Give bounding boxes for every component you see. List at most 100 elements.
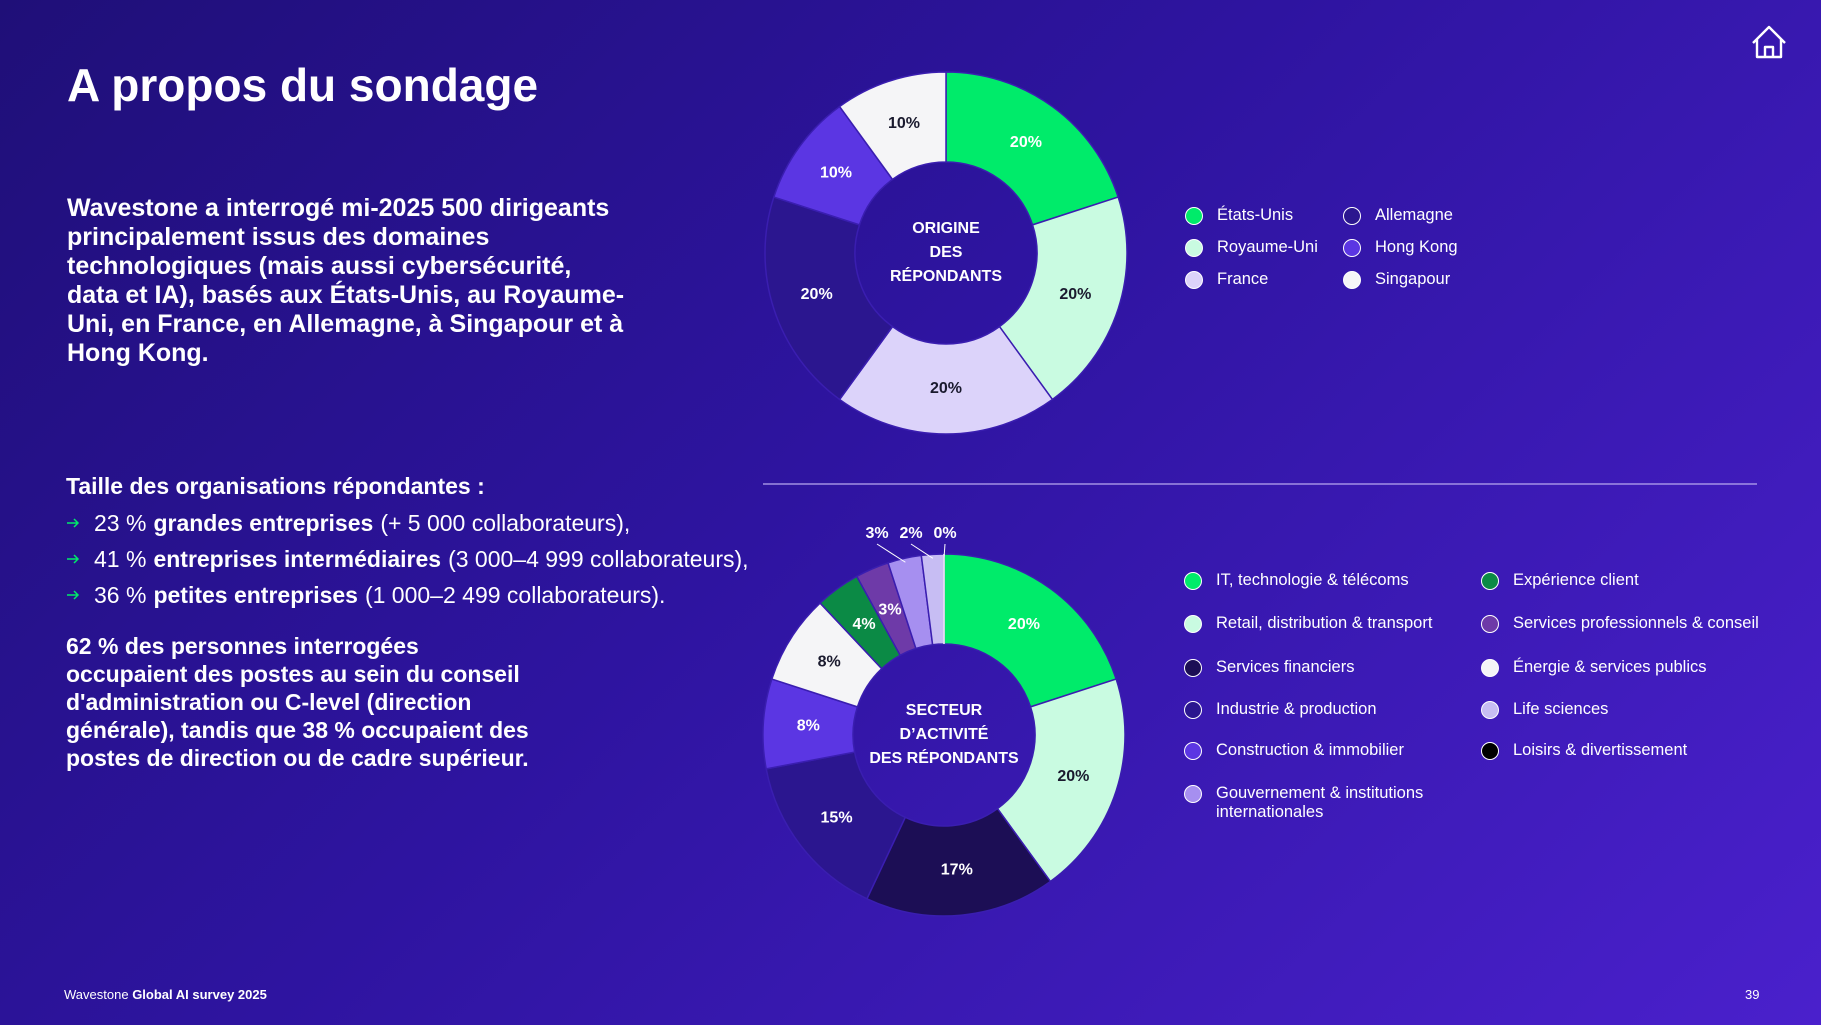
legend-swatch [1481, 701, 1499, 719]
slice [865, 807, 1052, 917]
legend-label: Services professionnels & conseil [1513, 614, 1759, 632]
slice-label: 2% [899, 525, 922, 542]
legend-label: Expérience client [1513, 571, 1639, 589]
footer: Wavestone Global AI survey 2025 [64, 987, 267, 1002]
legend-swatch [1184, 785, 1202, 803]
slice-label: 20% [1010, 134, 1042, 151]
legend-swatch [1481, 659, 1499, 677]
slice-label: 3% [865, 525, 888, 542]
leader-line [943, 543, 946, 559]
center-label: ORIGINE [912, 220, 980, 237]
leader-line [910, 543, 934, 559]
legend-swatch [1184, 659, 1202, 677]
slice [996, 678, 1126, 883]
legend-item: Life sciences [1481, 700, 1773, 719]
size-type: entreprises intermédiaires [153, 545, 442, 572]
legend-label: Services financiers [1216, 658, 1355, 676]
legend-item: Singapour [1343, 270, 1635, 289]
legend-item: Industrie & production [1184, 700, 1476, 719]
legend-item: Gouvernement & institutions internationa… [1184, 784, 1476, 822]
roles-text: 62 % des personnes interrogées occupaien… [66, 633, 529, 771]
home-icon[interactable] [1752, 25, 1786, 59]
slice-label: 20% [1008, 616, 1040, 633]
legend-swatch [1481, 572, 1499, 590]
title: A propos du sondage [67, 59, 539, 111]
slice [764, 196, 894, 401]
footer-brand: Wavestone [64, 987, 129, 1002]
size-type: grandes entreprises [153, 509, 374, 536]
legend-label: France [1217, 270, 1269, 288]
legend-item: Services professionnels & conseil [1481, 614, 1773, 633]
legend-item: Expérience client [1481, 571, 1773, 590]
legend-swatch [1185, 207, 1203, 225]
legend-label: Énergie & services publics [1513, 658, 1707, 676]
slice-label: 8% [797, 718, 820, 735]
legend-label: Loisirs & divertissement [1513, 741, 1688, 759]
legend-swatch [1184, 701, 1202, 719]
legend-swatch [1343, 239, 1361, 257]
size-share: 36 % [94, 581, 147, 608]
size-share: 23 % [94, 509, 147, 536]
legend-item: Hong Kong [1343, 238, 1635, 257]
center-label: DES [930, 244, 963, 261]
slice-label: 20% [930, 380, 962, 397]
slice-label: 0% [933, 525, 956, 542]
legend-item: France [1185, 270, 1477, 289]
legend-item: Royaume-Uni [1185, 238, 1477, 257]
legend-item: Construction & immobilier [1184, 741, 1476, 760]
slice [765, 751, 907, 900]
legend-label: Royaume-Uni [1217, 238, 1318, 256]
page-number: 39 [1745, 987, 1760, 1002]
bullet-arrow [67, 554, 80, 564]
size-detail: (1 000–2 499 collaborateurs). [364, 581, 666, 608]
slice-label: 3% [878, 601, 901, 618]
legend-label: Allemagne [1375, 206, 1453, 224]
slice-label: 15% [821, 810, 853, 827]
center-label: SECTEUR [906, 702, 983, 719]
center-label: DES RÉPONDANTS [869, 748, 1019, 767]
slice-label: 17% [941, 862, 973, 879]
slice [945, 71, 1120, 226]
legend-item: Allemagne [1343, 206, 1635, 225]
legend-item: IT, technologie & télécoms [1184, 571, 1476, 590]
size-detail: (+ 5 000 collaborateurs), [380, 509, 631, 536]
sizes-heading: Taille des organisations répondantes : [66, 473, 485, 499]
center-label: RÉPONDANTS [890, 266, 1002, 285]
legend-label: Retail, distribution & transport [1216, 614, 1433, 632]
legend-label: Singapour [1375, 270, 1451, 288]
slice-label: 20% [801, 286, 833, 303]
slice [838, 71, 947, 181]
slice-label: 20% [1059, 286, 1091, 303]
slice [943, 553, 1118, 708]
legend-swatch [1343, 271, 1361, 289]
bullet-arrow [67, 590, 80, 600]
legend-item: États-Unis [1185, 206, 1477, 225]
slice-label: 8% [818, 653, 841, 670]
legend-label: Industrie & production [1216, 700, 1377, 718]
legend-item: Services financiers [1184, 658, 1476, 677]
leader-line [876, 543, 906, 563]
legend-swatch [1185, 271, 1203, 289]
bullet-arrow [67, 518, 80, 528]
legend-label: Construction & immobilier [1216, 741, 1404, 759]
legend-swatch [1481, 742, 1499, 760]
legend-swatch [1184, 615, 1202, 633]
size-item: 41 % entreprises intermédiaires (3 000–4 9… [66, 541, 749, 577]
center-label: D’ACTIVITÉ [900, 724, 989, 743]
legend-swatch [1184, 742, 1202, 760]
legend-swatch [1343, 207, 1361, 225]
size-detail: (3 000–4 999 collaborateurs), [448, 545, 749, 572]
legend-swatch [1481, 615, 1499, 633]
sizes-list: 23 % grandes entreprises (+ 5 000 collabor… [66, 505, 749, 613]
legend-item: Retail, distribution & transport [1184, 614, 1476, 633]
legend-item: Énergie & services publics [1481, 658, 1773, 677]
legend-label: IT, technologie & télécoms [1216, 571, 1409, 589]
legend-label: États-Unis [1217, 206, 1294, 224]
slice [998, 196, 1128, 401]
legend-label: Hong Kong [1375, 238, 1458, 256]
size-item: 23 % grandes entreprises (+ 5 000 collabor… [66, 505, 749, 541]
legend-label: Life sciences [1513, 700, 1609, 718]
size-item: 36 % petites entreprises (1 000–2 499 coll… [66, 577, 749, 613]
